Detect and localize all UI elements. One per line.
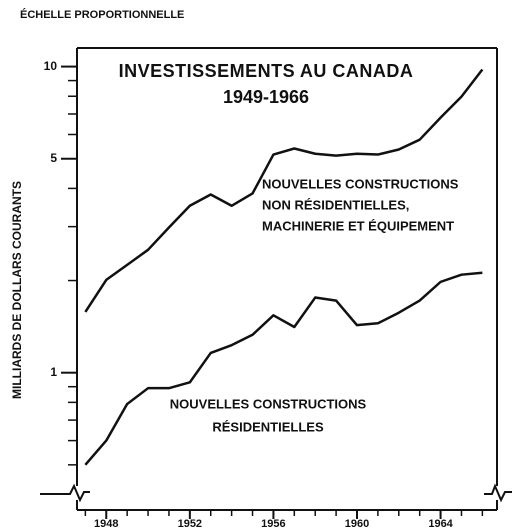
series-label: NON RÉSIDENTIELLES,	[262, 197, 409, 212]
series-label: NOUVELLES CONSTRUCTIONS	[170, 396, 367, 411]
x-tick-label: 1964	[428, 518, 453, 530]
chart-title: INVESTISSEMENTS AU CANADA	[119, 61, 414, 81]
plot-frame	[40, 47, 512, 511]
scale-note: ÉCHELLE PROPORTIONNELLE	[20, 8, 184, 21]
axis-break	[484, 483, 512, 503]
y-tick-label: 1	[50, 365, 57, 379]
series-line	[84, 68, 484, 313]
y-tick-label: 10	[44, 59, 58, 73]
axis-break	[40, 483, 90, 503]
x-tick-label: 1956	[261, 518, 285, 530]
x-tick-label: 1948	[94, 518, 118, 530]
chart-subtitle: 1949-1966	[223, 87, 309, 107]
y-axis-label: MILLIARDS DE DOLLARS COURANTS	[10, 181, 24, 399]
x-tick-label: 1952	[178, 518, 202, 530]
series-label: RÉSIDENTIELLES	[212, 419, 324, 434]
series-line	[84, 271, 483, 466]
series-label: NOUVELLES CONSTRUCTIONS	[262, 176, 459, 191]
series-label: MACHINERIE ET ÉQUIPEMENT	[262, 218, 454, 233]
x-tick-label: 1960	[345, 518, 369, 530]
y-tick-label: 5	[50, 151, 57, 165]
